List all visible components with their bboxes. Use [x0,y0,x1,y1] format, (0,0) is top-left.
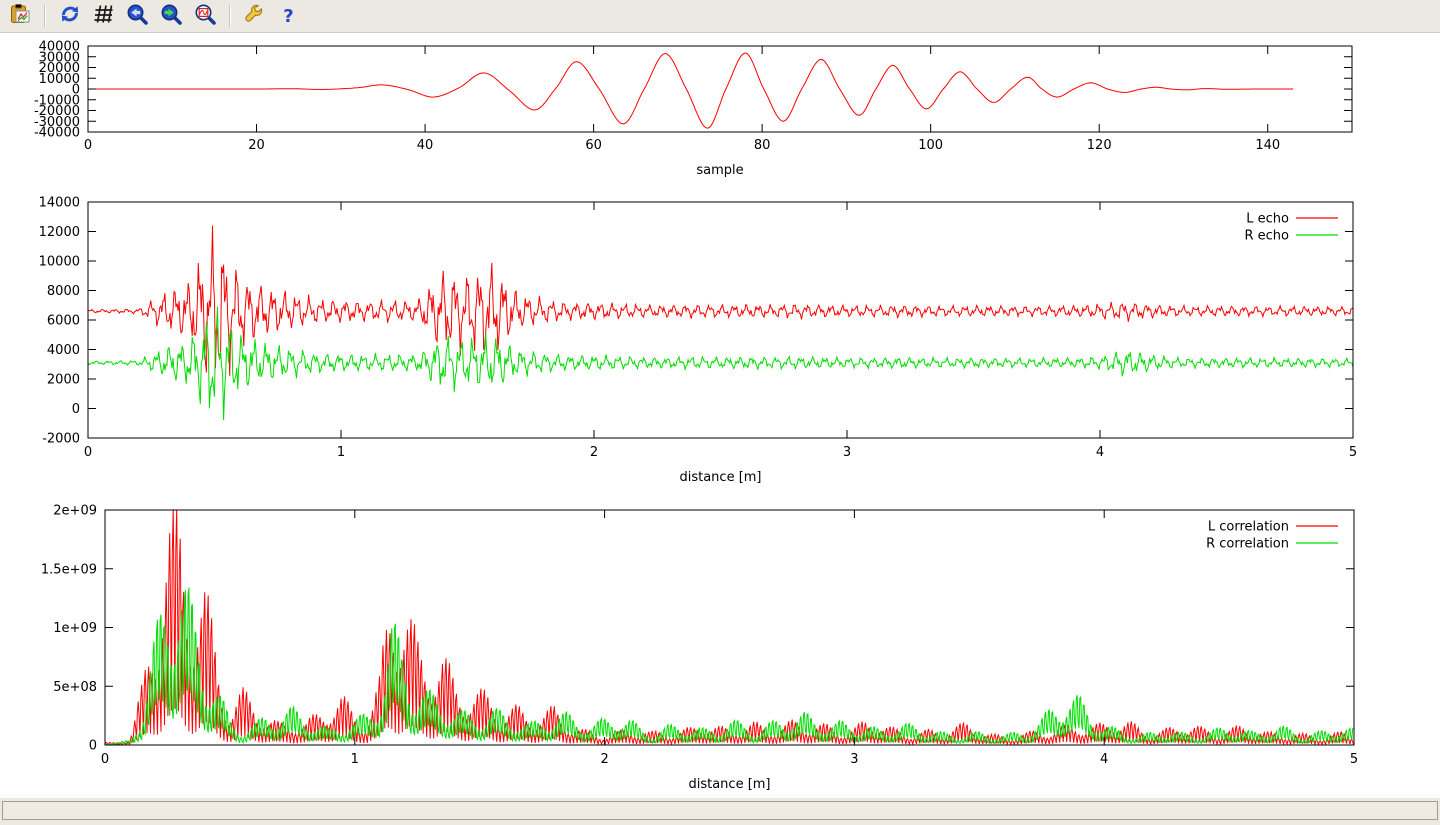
y-tick-label: 20000 [39,61,80,76]
legend-label: L echo [1246,212,1289,227]
copy-plot-icon [9,3,32,30]
series-r-echo [88,306,1353,421]
toolbar-separator [229,5,231,27]
y-tick-label: -20000 [34,104,80,119]
x-tick-label: 3 [843,445,851,460]
x-tick-label: 5 [1349,445,1357,460]
x-axis-title: distance [m] [679,470,761,485]
magnifier-right-arrow-icon [160,3,183,30]
y-tick-label: 8000 [47,284,80,299]
y-tick-label: 2e+09 [53,504,97,519]
x-tick-label: 80 [754,138,771,153]
y-tick-label: 1.5e+09 [41,562,97,577]
help-button[interactable]: ? [275,3,302,30]
series-pulse [88,52,1293,129]
y-tick-label: 1e+09 [53,621,97,636]
legend-label: L correlation [1208,520,1289,535]
plot-border [104,509,1355,746]
y-tick-label: 6000 [47,314,80,329]
magnifier-plot-icon [194,3,217,30]
x-axis-title: distance [m] [688,777,770,792]
y-tick-label: -40000 [34,126,80,141]
x-tick-label: 40 [417,138,434,153]
y-tick-label: 14000 [39,196,80,211]
wrench-icon [243,3,266,30]
x-tick-label: 2 [590,445,598,460]
grid-icon [93,3,115,29]
x-tick-label: 1 [337,445,345,460]
axis-ticks [104,509,1355,746]
y-tick-label: 0 [72,402,80,417]
axis-ticks [87,201,1354,439]
series-l-echo [88,225,1353,376]
autoscale-button[interactable] [192,3,219,30]
y-tick-label: 2000 [47,373,80,388]
y-tick-label: 12000 [39,225,80,240]
x-tick-label: 3 [850,752,858,767]
magnifier-left-arrow-icon [126,3,149,30]
legend-label: R echo [1244,229,1289,244]
toggle-grid-button[interactable] [90,3,117,30]
x-tick-label: 140 [1255,138,1280,153]
refresh-icon [59,3,81,29]
zoom-previous-button[interactable] [124,3,151,30]
x-axis-title: sample [696,163,743,178]
y-tick-label: -30000 [34,115,80,130]
replot-button[interactable] [56,3,83,30]
y-tick-label: 10000 [39,255,80,270]
help-icon: ? [283,5,294,27]
status-message [2,801,1438,820]
y-tick-label: 0 [72,83,80,98]
toolbar-separator [44,5,46,27]
y-tick-label: 4000 [47,343,80,358]
configure-button[interactable] [241,3,268,30]
plot-border [87,201,1354,439]
series-l-correlation [105,510,1354,745]
x-tick-label: 1 [351,752,359,767]
y-tick-label: 30000 [39,50,80,65]
y-tick-label: 5e+08 [53,680,97,695]
series-r-correlation [105,587,1354,745]
x-tick-label: 2 [600,752,608,767]
copy-plot-to-clipboard-button[interactable] [7,3,34,30]
toolbar: ? [0,0,1440,33]
x-tick-label: 4 [1096,445,1104,460]
x-tick-label: 0 [84,138,92,153]
chart-correlation: 0 1 2 3 4 5 0 5e+08 1e+09 1.5e+09 2e+09 distance [m… [41,504,1358,793]
y-tick-label: 40000 [39,40,80,55]
status-bar [0,797,1440,825]
x-tick-label: 0 [84,445,92,460]
x-tick-label: 60 [585,138,602,153]
zoom-next-button[interactable] [158,3,185,30]
y-tick-label: 0 [89,739,97,754]
plot-canvas[interactable]: 0 20 40 60 80 100 120 140 -40000 -30000 -20000 -100… [0,33,1440,797]
x-tick-label: 20 [248,138,265,153]
y-tick-label: 10000 [39,72,80,87]
x-tick-label: 4 [1100,752,1108,767]
gnuplot-charts[interactable]: 0 20 40 60 80 100 120 140-40000-30000-20000-100… [0,33,1440,797]
y-tick-label: -10000 [34,93,80,108]
x-tick-label: 5 [1350,752,1358,767]
axis-ticks [87,45,1352,133]
chart-echo: 0 1 2 3 4 5 -2000 0 2000 4000 6000 8000 10000 12000 14… [39,196,1358,486]
x-tick-label: 100 [918,138,943,153]
x-tick-label: 0 [101,752,109,767]
y-tick-label: -2000 [42,432,80,447]
chart-pulse: 0 20 40 60 80 100 120 140 -40000-30000-20000-100… [34,40,1353,178]
x-tick-label: 120 [1087,138,1112,153]
legend-label: R correlation [1206,537,1289,552]
